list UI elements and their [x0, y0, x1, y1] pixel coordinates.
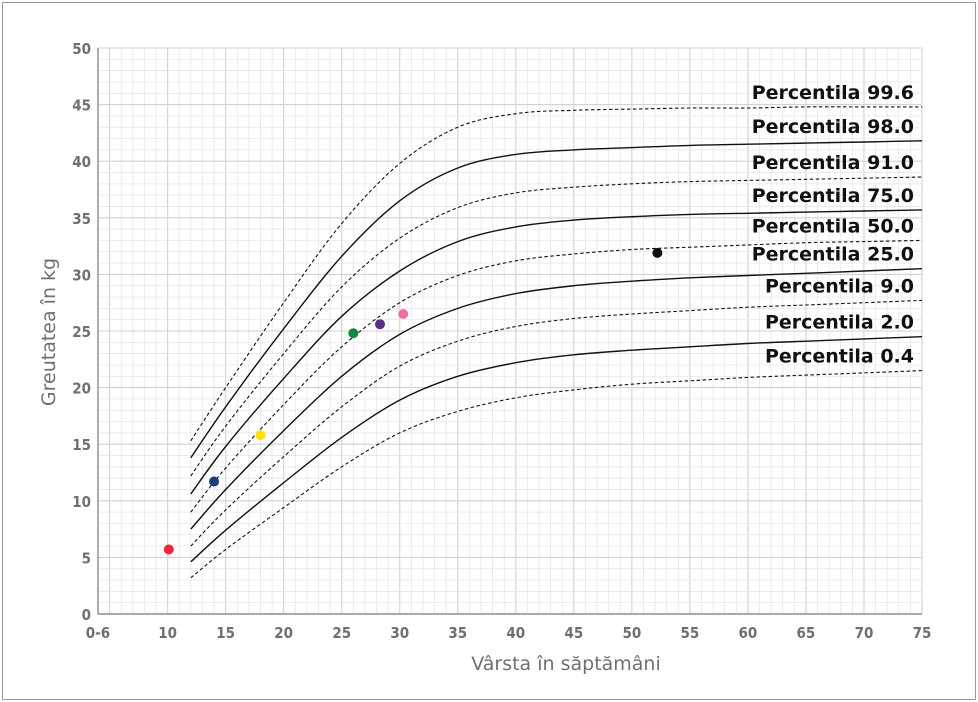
- percentile-label: Percentila 25.0: [752, 244, 914, 266]
- percentile-label: Percentila 99.6: [752, 82, 914, 104]
- percentile-curves: [190, 106, 923, 579]
- yellow-point: [255, 430, 266, 441]
- y-tick-label: 0: [82, 606, 91, 624]
- x-axis-title: Vârsta în săptămâni: [471, 653, 661, 675]
- black-point: [652, 247, 663, 258]
- y-tick-label: 50: [72, 40, 91, 58]
- x-tick-label: 25: [332, 624, 351, 642]
- pink-point: [398, 309, 409, 320]
- x-tick-label: 15: [216, 624, 235, 642]
- purple-point: [375, 319, 386, 330]
- x-tick-label: 70: [855, 624, 874, 642]
- y-tick-label: 10: [72, 493, 91, 511]
- y-tick-label: 15: [72, 436, 91, 454]
- y-tick-label: 20: [72, 380, 91, 398]
- data-points: [163, 247, 663, 555]
- navy-point: [209, 476, 220, 487]
- percentile-label: Percentila 2.0: [765, 312, 914, 334]
- red-point: [163, 544, 174, 555]
- x-tick-labels: 0-6 10 15 20 25 30 35 40 45 50 55 60 65 70 75: [86, 624, 932, 642]
- y-tick-label: 5: [82, 549, 91, 567]
- curve-percentila-75-0: [190, 209, 923, 495]
- x-tick-label: 60: [739, 624, 758, 642]
- x-tick-label: 75: [913, 624, 932, 642]
- x-tick-label: 40: [506, 624, 525, 642]
- x-tick-label: 35: [448, 624, 467, 642]
- curve-percentila-98-0: [190, 140, 923, 459]
- grid: [97, 47, 923, 615]
- percentile-label: Percentila 75.0: [752, 185, 914, 207]
- x-tick-label: 20: [274, 624, 293, 642]
- x-tick-label: 65: [797, 624, 816, 642]
- x-tick-label: 0-6: [86, 624, 110, 642]
- percentile-label: Percentila 0.4: [765, 346, 914, 368]
- y-tick-label: 25: [72, 323, 91, 341]
- curve-percentila-91-0: [190, 176, 923, 477]
- y-tick-label: 40: [72, 153, 91, 171]
- x-tick-label: 30: [390, 624, 409, 642]
- y-axis-title: Greutatea în kg: [38, 258, 60, 406]
- percentile-label: Percentila 91.0: [752, 152, 914, 174]
- percentile-label: Percentila 50.0: [752, 215, 914, 237]
- x-tick-label: 50: [622, 624, 641, 642]
- y-tick-label: 45: [72, 97, 91, 115]
- curve-percentila-25-0: [190, 268, 923, 530]
- curve-percentila-50-0: [190, 239, 923, 513]
- y-tick-labels: 0 5 10 15 20 25 30 35 40 45 50: [72, 40, 91, 624]
- percentile-label: Percentila 9.0: [765, 275, 914, 297]
- curve-percentila-99-6: [190, 106, 922, 442]
- curve-percentila-2-0: [190, 336, 923, 563]
- axes: [97, 48, 922, 615]
- green-point: [348, 328, 359, 339]
- x-tick-label: 10: [158, 624, 177, 642]
- x-tick-label: 45: [564, 624, 583, 642]
- x-tick-label: 55: [680, 624, 699, 642]
- y-tick-label: 30: [72, 266, 91, 284]
- y-tick-label: 35: [72, 210, 91, 228]
- percentile-labels: Percentila 99.6 Percentila 98.0 Percentila…: [752, 82, 914, 368]
- percentile-label: Percentila 98.0: [752, 116, 914, 138]
